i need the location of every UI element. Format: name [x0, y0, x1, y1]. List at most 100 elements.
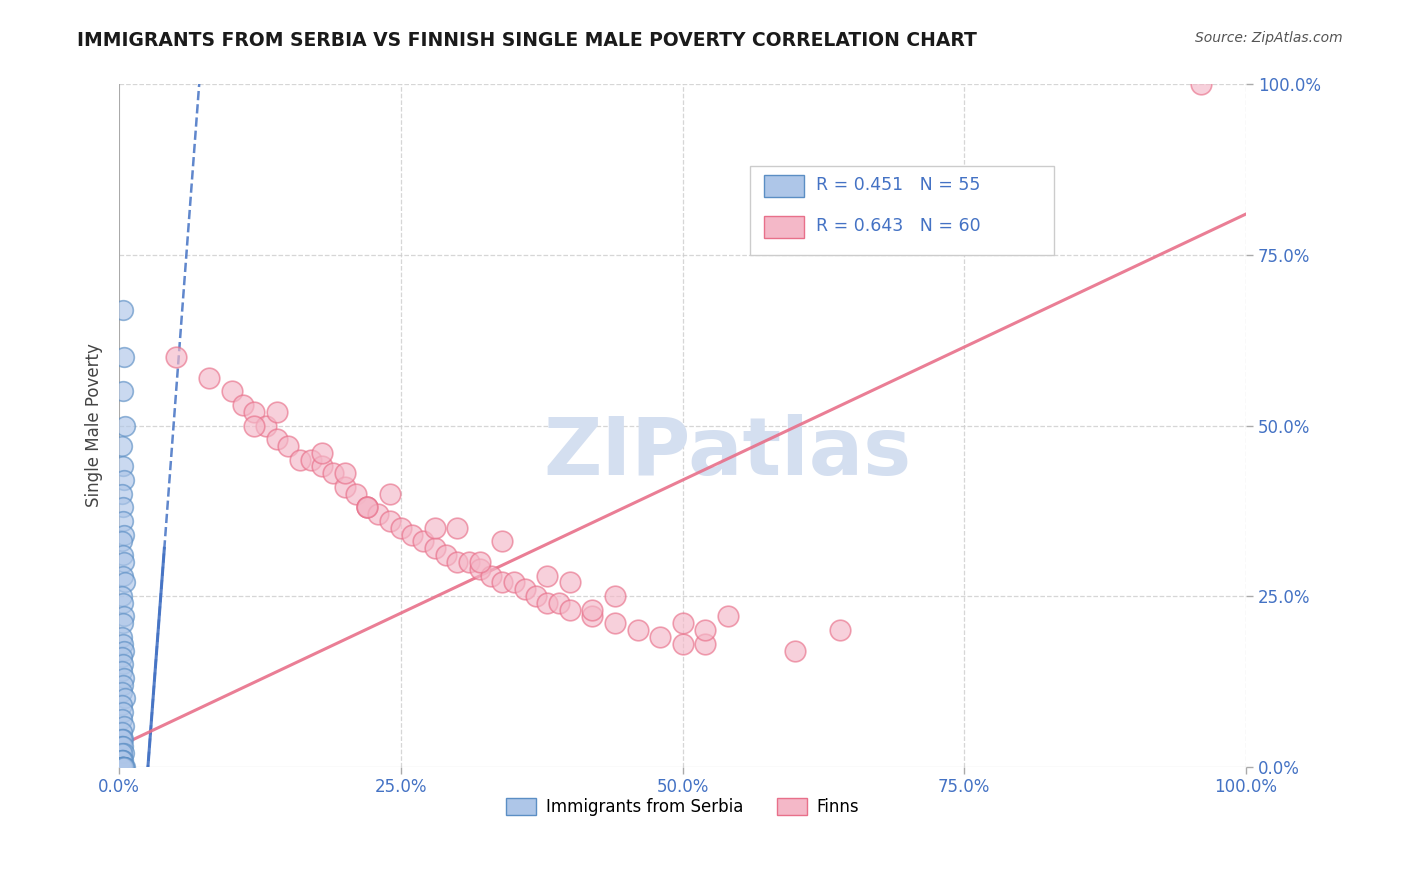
Point: [110, 759, 132, 773]
Point: [114, 759, 136, 773]
Point: [671, 637, 693, 651]
Point: [110, 746, 132, 760]
Point: [111, 568, 134, 582]
Point: [536, 568, 558, 582]
Point: [344, 486, 367, 500]
Point: [112, 718, 135, 732]
Point: [111, 616, 134, 631]
Point: [112, 759, 135, 773]
Point: [111, 500, 134, 515]
Point: [110, 759, 132, 773]
Point: [114, 418, 136, 433]
Point: [457, 555, 479, 569]
Point: [112, 643, 135, 657]
Point: [333, 467, 356, 481]
Point: [111, 657, 134, 672]
FancyBboxPatch shape: [763, 175, 804, 197]
Point: [266, 432, 288, 446]
Point: [110, 664, 132, 678]
FancyBboxPatch shape: [751, 166, 1054, 255]
Point: [114, 575, 136, 590]
Point: [112, 746, 135, 760]
Point: [536, 596, 558, 610]
Point: [243, 418, 266, 433]
Point: [695, 637, 717, 651]
Point: [112, 555, 135, 569]
Point: [165, 351, 187, 365]
Point: [112, 527, 135, 541]
Point: [648, 630, 671, 644]
Point: [110, 739, 132, 753]
Point: [446, 521, 468, 535]
Point: [1189, 78, 1212, 92]
Point: [356, 500, 378, 515]
Point: [110, 589, 132, 603]
Point: [717, 609, 740, 624]
Point: [112, 671, 135, 685]
Point: [333, 480, 356, 494]
Point: [695, 623, 717, 637]
Point: [558, 575, 581, 590]
Point: [423, 521, 446, 535]
Point: [254, 418, 277, 433]
Point: [110, 486, 132, 500]
Point: [389, 521, 412, 535]
Legend: Immigrants from Serbia, Finns: Immigrants from Serbia, Finns: [499, 791, 866, 823]
Point: [513, 582, 536, 597]
Point: [111, 548, 134, 562]
Point: [111, 459, 134, 474]
Text: ZIPatlas: ZIPatlas: [544, 414, 911, 491]
Point: [111, 732, 134, 747]
Point: [491, 534, 513, 549]
FancyBboxPatch shape: [763, 216, 804, 238]
Point: [112, 609, 135, 624]
Point: [547, 596, 569, 610]
Point: [412, 534, 434, 549]
Point: [581, 609, 603, 624]
Point: [299, 452, 322, 467]
Point: [111, 637, 134, 651]
Point: [356, 500, 378, 515]
Y-axis label: Single Male Poverty: Single Male Poverty: [86, 343, 103, 508]
Point: [110, 759, 132, 773]
Point: [468, 555, 491, 569]
Point: [111, 678, 134, 692]
Point: [111, 384, 134, 399]
Point: [446, 555, 468, 569]
Point: [111, 302, 134, 317]
Point: [603, 589, 626, 603]
Point: [378, 486, 401, 500]
Text: IMMIGRANTS FROM SERBIA VS FINNISH SINGLE MALE POVERTY CORRELATION CHART: IMMIGRANTS FROM SERBIA VS FINNISH SINGLE…: [77, 31, 977, 50]
Point: [785, 643, 807, 657]
Point: [110, 732, 132, 747]
Point: [830, 623, 852, 637]
Point: [110, 753, 132, 767]
Point: [111, 759, 134, 773]
Point: [378, 514, 401, 528]
Point: [243, 405, 266, 419]
Point: [110, 725, 132, 739]
Point: [221, 384, 243, 399]
Point: [110, 534, 132, 549]
Point: [671, 616, 693, 631]
Point: [110, 753, 132, 767]
Point: [110, 630, 132, 644]
Point: [311, 446, 333, 460]
Point: [288, 452, 311, 467]
Point: [491, 575, 513, 590]
Point: [367, 507, 389, 521]
Point: [110, 698, 132, 713]
Point: [581, 602, 603, 616]
Point: [110, 759, 132, 773]
Point: [110, 712, 132, 726]
Point: [311, 459, 333, 474]
Point: [111, 705, 134, 719]
Point: [468, 562, 491, 576]
Point: [232, 398, 254, 412]
Point: [111, 759, 134, 773]
Point: [423, 541, 446, 556]
Point: [111, 596, 134, 610]
Point: [112, 759, 135, 773]
Point: [266, 405, 288, 419]
Point: [112, 473, 135, 487]
